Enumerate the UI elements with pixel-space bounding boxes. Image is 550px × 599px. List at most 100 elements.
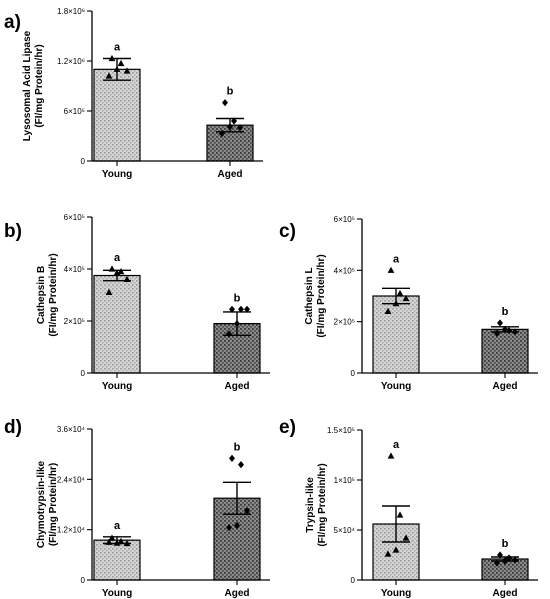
y-tick-label: 0 [81, 157, 86, 166]
data-point-diamond [234, 320, 240, 328]
y-tick-label: 5×10⁴ [334, 526, 356, 535]
data-point-diamond [229, 305, 235, 313]
y-tick-label: 4×10⁵ [334, 266, 355, 275]
bar-young [372, 295, 420, 374]
y-axis-label-line2: (FI/mg Protein/hr) [317, 463, 328, 546]
data-point-diamond [238, 461, 244, 469]
significance-letter: b [502, 306, 509, 318]
data-point-triangle [396, 511, 404, 518]
y-axis-label-line2: (FI/mg Protein/hr) [316, 254, 327, 337]
y-axis-label-line2: (FI/mg Protein/hr) [34, 44, 45, 127]
data-point-triangle [105, 288, 113, 295]
data-point-triangle [117, 537, 125, 545]
panel-letter: c) [279, 221, 296, 242]
x-tick-label: Young [381, 588, 411, 599]
y-axis-label: Cathepsin B(FI/mg Protein/hr) [36, 253, 59, 336]
data-point-diamond [244, 305, 250, 313]
data-point-diamond [222, 99, 228, 107]
x-tick-label: Young [102, 169, 132, 180]
data-point-diamond [512, 328, 518, 336]
y-tick-label: 3.6×10⁴ [57, 425, 86, 434]
chart-panel-d: d) Chymotrypsin-like(FI/mg Protein/hr) a b 0… [4, 417, 270, 599]
y-axis-label: Cathepsin L(FI/mg Protein/hr) [304, 254, 327, 337]
y-axis-label-line2: (FI/mg Protein/hr) [48, 463, 59, 546]
x-tick-label: Young [102, 381, 132, 392]
x-tick-label: Aged [493, 381, 518, 392]
data-point-diamond [226, 523, 232, 532]
data-point-diamond [244, 507, 250, 515]
y-tick-label: 2.4×10⁴ [57, 475, 86, 484]
data-point-diamond [226, 330, 232, 338]
data-point-triangle [123, 67, 131, 74]
data-point-triangle [384, 550, 392, 557]
data-point-triangle [384, 307, 392, 314]
bar-young [93, 539, 141, 581]
chart-panel-e: e) Trypsin-like(FI/mg Protein/hr) a b 0 5×10⁴… [279, 417, 538, 599]
data-point-triangle [387, 266, 395, 273]
data-point-triangle [105, 538, 113, 545]
y-tick-label: 6×10⁵ [334, 215, 355, 224]
significance-letter: b [227, 86, 234, 98]
y-tick-label: 0 [81, 369, 86, 378]
y-tick-label: 2×10⁵ [64, 317, 85, 326]
data-point-triangle [392, 546, 400, 553]
y-axis-label-line1: Trypsin-like [305, 477, 316, 533]
y-tick-label: 2×10⁵ [334, 318, 355, 327]
data-point-diamond [219, 129, 225, 138]
panel-letter: e) [279, 417, 296, 438]
x-tick-label: Young [102, 588, 132, 599]
x-tick-label: Young [381, 381, 411, 392]
x-tick-label: Aged [225, 588, 250, 599]
y-tick-label: 6×10⁵ [64, 107, 85, 116]
data-point-triangle [123, 539, 131, 547]
y-tick-label: 1.5×10⁵ [327, 426, 355, 435]
data-point-triangle [123, 275, 131, 282]
panel-letter: b) [4, 221, 22, 242]
y-tick-label: 6×10⁵ [64, 213, 85, 222]
data-point-triangle [392, 300, 400, 307]
y-axis-label: Trypsin-like(FI/mg Protein/hr) [305, 463, 328, 546]
bar-young [93, 274, 141, 374]
data-point-triangle [113, 539, 121, 546]
chart-panel-b: b) Cathepsin B(FI/mg Protein/hr) a b 0 2×10⁵ 4… [4, 213, 270, 392]
y-tick-label: 0 [81, 576, 86, 585]
data-point-diamond [497, 551, 503, 559]
y-axis-label-line1: Cathepsin L [304, 267, 315, 324]
significance-letter: b [234, 441, 241, 453]
panel-letter: d) [4, 417, 22, 438]
significance-letter: a [114, 520, 121, 532]
data-point-triangle [402, 534, 410, 541]
data-point-triangle [117, 59, 125, 67]
data-point-diamond [227, 123, 233, 131]
data-point-diamond [494, 559, 500, 567]
data-point-diamond [231, 117, 237, 125]
significance-letter: a [393, 439, 400, 451]
y-tick-label: 1×10⁵ [334, 476, 355, 485]
significance-letter: a [114, 42, 121, 54]
significance-letter: a [114, 252, 121, 264]
y-tick-label: 1.2×10⁶ [57, 57, 85, 66]
data-point-triangle [387, 452, 395, 459]
x-tick-label: Aged [218, 169, 243, 180]
y-axis-label: Lysosomal Acid Lipase(FI/mg Protein/hr) [22, 30, 45, 141]
chart-panel-c: c) Cathepsin L(FI/mg Protein/hr) a b 0 2×10⁵ 4… [279, 215, 538, 392]
y-axis-label: Chymotrypsin-like(FI/mg Protein/hr) [36, 460, 59, 548]
data-point-triangle [113, 65, 121, 72]
data-point-diamond [506, 327, 512, 335]
y-axis-label-line2: (FI/mg Protein/hr) [48, 253, 59, 336]
data-point-triangle [105, 72, 113, 79]
y-tick-label: 1.2×10⁴ [57, 526, 86, 535]
y-axis-label-line1: Lysosomal Acid Lipase [22, 30, 33, 141]
y-axis-label-line1: Chymotrypsin-like [36, 460, 47, 548]
data-point-diamond [229, 454, 235, 462]
data-point-triangle [402, 294, 410, 302]
data-point-diamond [512, 556, 518, 564]
y-tick-label: 0 [351, 369, 356, 378]
panel-letter: a) [4, 12, 21, 33]
data-point-diamond [234, 521, 240, 530]
data-point-diamond [497, 319, 503, 327]
data-point-diamond [502, 557, 508, 565]
data-point-triangle [108, 534, 116, 541]
x-tick-label: Aged [225, 381, 250, 392]
